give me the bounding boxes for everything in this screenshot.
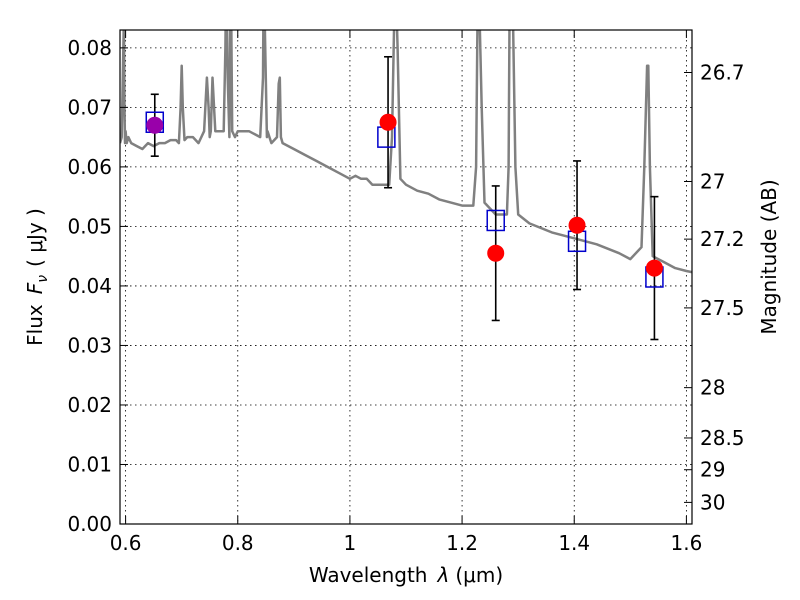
observed-point (645, 259, 663, 277)
x-tick-label: 1.2 (446, 531, 478, 555)
y-tick-label: 0.03 (67, 333, 112, 357)
x-tick-label: 1.4 (558, 531, 590, 555)
y-tick-label: 0.08 (67, 36, 112, 60)
observed-point (146, 116, 164, 134)
model-photometry-layer (145, 111, 664, 288)
y-axis-right-label: Magnitude (AB) (757, 179, 781, 334)
mag-tick-label: 28.5 (700, 426, 745, 450)
x-tick-label: 0.8 (222, 531, 254, 555)
observed-point (568, 216, 586, 234)
x-tick-label: 0.6 (110, 531, 142, 555)
x-axis: 0.6 0.8 1 1.2 1.4 1.6 (110, 30, 702, 555)
spectrum-layer (120, 30, 692, 274)
spectrum-line (120, 30, 692, 274)
plot-frame (119, 29, 693, 525)
observed-point (379, 113, 397, 131)
mag-tick-label: 27.2 (700, 227, 745, 251)
mag-tick-label: 30 (700, 490, 725, 514)
errorbar-layer (150, 55, 659, 341)
y-axis-left: 0.00 0.01 0.02 0.03 0.04 0.05 0.06 0.07 0.08 (67, 36, 128, 536)
y-tick-label: 0.07 (67, 95, 112, 119)
model-square (486, 209, 505, 232)
mag-tick-label: 26.7 (700, 61, 745, 85)
y-tick-label: 0.05 (67, 214, 112, 238)
x-axis-label: Wavelength λ (μm) (309, 563, 503, 587)
y-tick-label: 0.01 (67, 452, 112, 476)
mag-tick-label: 27.5 (700, 296, 745, 320)
y-tick-label: 0.00 (67, 512, 112, 536)
y-tick-label: 0.02 (67, 393, 112, 417)
observed-photometry-layer (146, 113, 663, 277)
y-tick-label: 0.06 (67, 155, 112, 179)
x-tick-label: 1 (344, 531, 357, 555)
y-tick-label: 0.04 (67, 274, 112, 298)
mag-tick-label: 28 (700, 376, 725, 400)
mag-tick-label: 27 (700, 170, 725, 194)
x-tick-label: 1.6 (670, 531, 702, 555)
observed-point (487, 244, 505, 262)
grid (120, 30, 692, 525)
y-axis-left-label: FluxFν( μJy ) (23, 208, 51, 346)
mag-tick-label: 29 (700, 458, 725, 482)
y-axis-right: 26.7 27 27.2 27.5 28 28.5 29 30 (684, 61, 745, 514)
